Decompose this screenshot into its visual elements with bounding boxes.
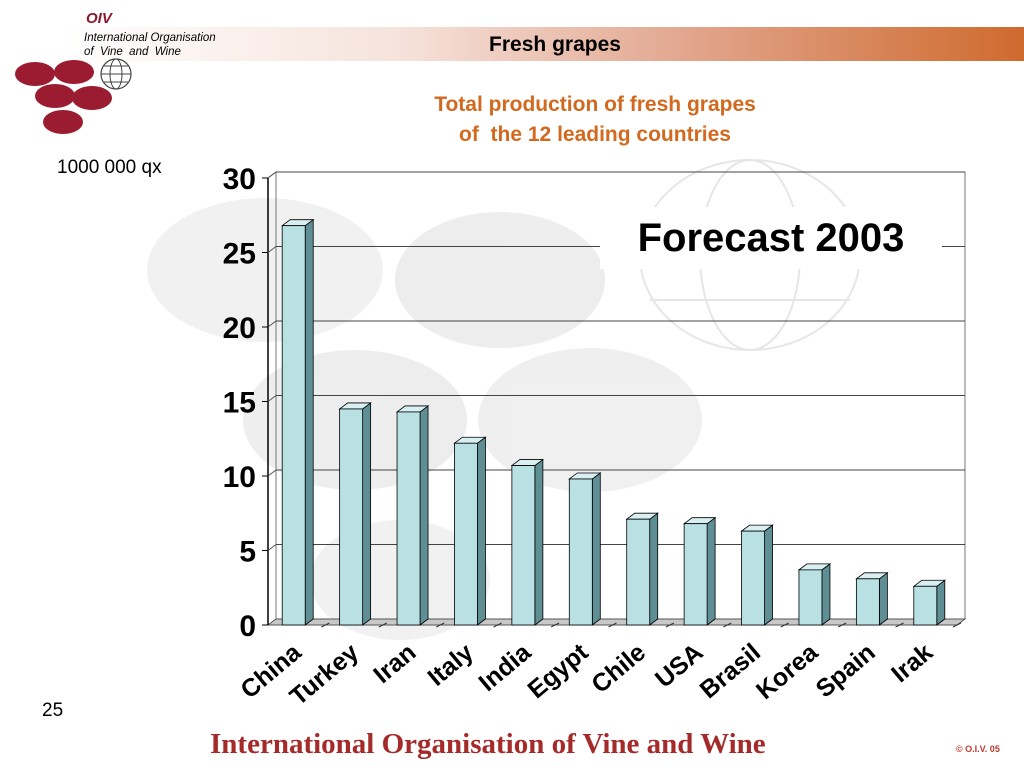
- bar-front: [568, 478, 593, 626]
- x-tick-label: Chile: [586, 638, 651, 699]
- x-tick-mark: [493, 622, 502, 628]
- bar-front: [683, 523, 708, 626]
- bar-front: [339, 408, 364, 626]
- y-unit-label: 1000 000 qx: [57, 157, 162, 178]
- bar-side: [591, 472, 601, 626]
- x-tick-label: Korea: [751, 637, 824, 705]
- bar: [912, 579, 946, 626]
- bar: [395, 405, 430, 626]
- bar-side: [649, 512, 659, 626]
- y-tick-label: 5: [239, 536, 256, 569]
- bar-front: [281, 225, 306, 626]
- bar-front: [396, 411, 421, 626]
- x-tick-mark: [952, 622, 962, 628]
- y-tick-label: 0: [239, 610, 256, 643]
- bar-front: [798, 569, 823, 626]
- x-tick-mark: [723, 622, 732, 628]
- bar-front: [454, 442, 478, 626]
- bar-side: [362, 402, 372, 626]
- gridline-diagonal: [267, 395, 277, 402]
- bar-side: [821, 563, 831, 626]
- y-tick-label: 15: [223, 387, 256, 420]
- page-number: 25: [42, 700, 64, 721]
- bar: [281, 218, 315, 626]
- bar: [625, 512, 659, 626]
- bar-side: [878, 572, 888, 626]
- bar-front: [855, 578, 880, 626]
- bars-layer: [281, 218, 946, 626]
- org-line-1: International Organisation: [84, 32, 216, 44]
- bar-side: [419, 405, 429, 626]
- y-axis-ticks: 0 5 10 15 20 25 30: [223, 163, 268, 643]
- x-tick-mark: [321, 622, 330, 628]
- y-tick-label: 30: [223, 163, 256, 196]
- forecast-annotation: Forecast 2003: [600, 207, 942, 269]
- gridline-diagonal: [267, 320, 277, 328]
- gridline-diagonal: [267, 544, 277, 551]
- bar-side: [534, 458, 544, 626]
- oiv-mark: OIV: [86, 10, 112, 27]
- x-tick-label: Irak: [886, 638, 938, 688]
- bar: [740, 524, 774, 626]
- gridline-diagonal: [267, 171, 277, 179]
- x-tick-mark: [895, 622, 904, 628]
- bar: [797, 563, 832, 626]
- x-tick-label: Egypt: [522, 638, 594, 705]
- x-tick-label: Iran: [368, 638, 421, 689]
- copyright-notice: © O.I.V. 05: [956, 744, 1000, 754]
- slide-title: Fresh grapes: [489, 33, 621, 56]
- subtitle-line-2: of the 12 leading countries: [459, 123, 731, 146]
- x-tick-mark: [780, 622, 789, 628]
- bar-front: [913, 585, 938, 626]
- bar: [510, 458, 545, 626]
- bar-front: [741, 530, 765, 626]
- y-tick-label: 20: [223, 312, 256, 345]
- bar: [682, 516, 717, 626]
- bar-front: [626, 518, 651, 626]
- bar: [568, 472, 602, 626]
- x-tick-mark: [608, 622, 617, 628]
- y-tick-label: 10: [223, 461, 256, 494]
- bar-front: [511, 465, 536, 626]
- x-tick-mark: [837, 622, 847, 628]
- x-tick-label: Italy: [422, 638, 478, 692]
- x-tick-mark: [665, 622, 675, 628]
- y-tick-label: 25: [223, 238, 256, 271]
- bar: [855, 572, 889, 626]
- bar-side: [764, 524, 773, 626]
- bar-side: [706, 516, 716, 626]
- x-tick-label: Brasil: [695, 638, 766, 704]
- gridline-diagonal: [267, 469, 277, 477]
- bar: [338, 402, 372, 626]
- chart-subtitle: Total production of fresh grapes of the …: [380, 90, 810, 150]
- x-tick-label: Spain: [811, 638, 881, 703]
- x-tick-mark: [378, 622, 388, 628]
- oiv-grape-logo-icon: [15, 58, 132, 134]
- gridline-diagonal: [267, 246, 277, 253]
- bar-side: [304, 218, 314, 626]
- org-name-small: International Organisation of Vine and W…: [84, 31, 216, 59]
- subtitle-line-1: Total production of fresh grapes: [434, 93, 756, 116]
- bar-side: [477, 436, 486, 626]
- x-tick-mark: [436, 622, 445, 628]
- footer-org-name: International Organisation of Vine and W…: [210, 728, 766, 760]
- bar: [453, 436, 487, 626]
- bar-side: [936, 579, 946, 626]
- x-tick-mark: [550, 622, 560, 628]
- header-band: [60, 27, 1024, 61]
- org-line-2: of Vine and Wine: [84, 46, 181, 58]
